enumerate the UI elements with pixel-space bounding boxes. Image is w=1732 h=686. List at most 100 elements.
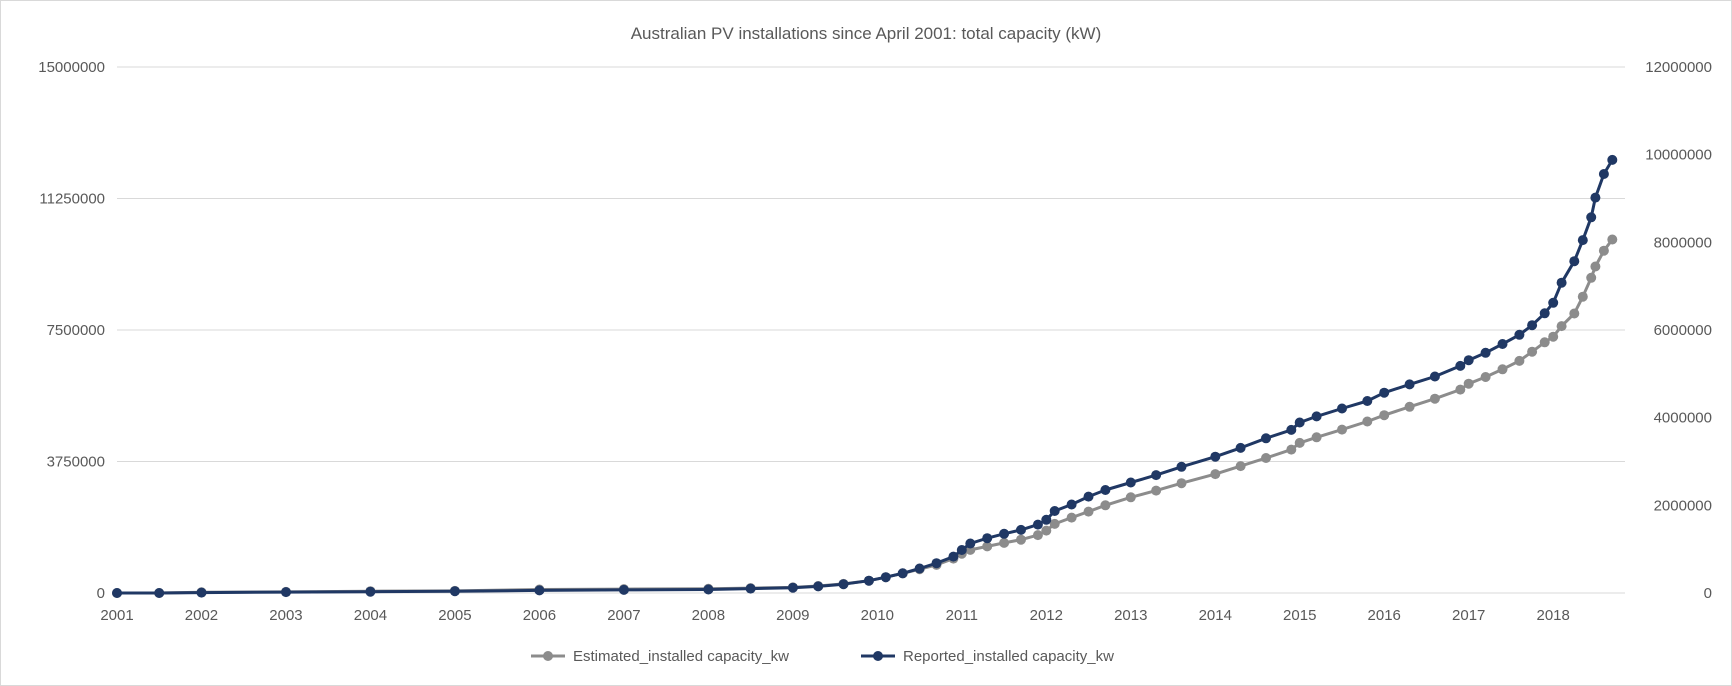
data-point: [1539, 337, 1550, 348]
data-point: [1514, 329, 1525, 340]
data-point: [1151, 485, 1162, 496]
data-point: [1083, 506, 1094, 517]
data-point: [982, 541, 993, 552]
data-point: [1569, 256, 1580, 267]
data-point: [1455, 360, 1466, 371]
data-point: [1016, 534, 1026, 545]
data-point: [1577, 291, 1588, 302]
data-point: [281, 587, 291, 598]
data-point: [999, 537, 1010, 548]
data-point: [1404, 379, 1415, 390]
data-point: [1404, 401, 1415, 412]
x-axis-tick-label: 2007: [607, 607, 640, 624]
data-point: [1497, 339, 1508, 349]
data-point: [1041, 525, 1052, 536]
x-axis-tick-label: 2009: [776, 607, 809, 624]
data-point: [1548, 297, 1559, 308]
x-axis-tick-label: 2012: [1030, 607, 1063, 624]
x-axis-tick-label: 2010: [861, 607, 894, 624]
legend-swatch-marker: [873, 651, 883, 661]
data-point: [897, 568, 908, 579]
right-axis-tick-label: 4000000: [1654, 410, 1712, 427]
data-point: [982, 533, 993, 544]
chart-title: Australian PV installations since April …: [631, 24, 1102, 43]
data-point: [1337, 424, 1347, 435]
data-point: [1176, 478, 1187, 489]
data-point: [1016, 524, 1026, 535]
series-layer: [112, 154, 1618, 598]
x-axis-tick-label: 2001: [100, 607, 133, 624]
x-axis-tick-label: 2013: [1114, 607, 1147, 624]
x-axis-tick-label: 2017: [1452, 607, 1485, 624]
data-point: [1362, 396, 1373, 406]
x-axis-ticks: 2001 2002 2003 2004 2005 2006 2007 2008 2009 2010…: [100, 607, 1570, 624]
legend-item: Estimated_installed capacity_kw: [531, 648, 789, 665]
x-axis-tick-label: 2016: [1368, 607, 1401, 624]
data-point: [1586, 272, 1597, 283]
data-point: [999, 528, 1010, 539]
data-point: [1527, 320, 1538, 331]
data-point: [534, 585, 545, 596]
data-point: [1311, 411, 1322, 422]
x-axis-tick-label: 2006: [523, 607, 556, 624]
data-point: [1548, 331, 1559, 342]
left-axis-tick-label: 15000000: [38, 59, 105, 76]
data-point: [1032, 519, 1043, 530]
data-point: [154, 588, 165, 598]
data-point: [1066, 512, 1077, 523]
data-point: [1598, 169, 1609, 179]
data-point: [914, 563, 925, 574]
data-point: [196, 587, 207, 598]
data-point: [1379, 410, 1390, 421]
data-point: [1235, 461, 1246, 472]
right-axis-tick-label: 8000000: [1654, 234, 1712, 251]
data-point: [1429, 393, 1440, 404]
data-point: [1577, 235, 1588, 246]
data-point: [365, 586, 376, 597]
data-point: [1261, 433, 1271, 444]
data-point: [112, 588, 122, 598]
data-point: [745, 583, 756, 594]
data-point: [1049, 506, 1060, 516]
data-point: [1569, 308, 1580, 319]
legend-label: Estimated_installed capacity_kw: [573, 648, 789, 665]
data-point: [1598, 245, 1609, 256]
series-2: [112, 154, 1618, 598]
data-point: [1480, 372, 1491, 382]
data-point: [1176, 461, 1187, 472]
right-axis-tick-label: 12000000: [1645, 59, 1712, 76]
x-axis-tick-label: 2002: [185, 607, 218, 624]
data-point: [1210, 451, 1221, 462]
x-axis-tick-label: 2004: [354, 607, 387, 624]
data-point: [1497, 364, 1508, 375]
x-axis-tick-label: 2018: [1537, 607, 1570, 624]
data-point: [1032, 530, 1043, 541]
data-point: [1379, 387, 1390, 398]
data-point: [1590, 261, 1601, 272]
data-point: [1556, 321, 1567, 332]
data-point: [1125, 492, 1136, 503]
gridlines: [117, 66, 1625, 594]
data-point: [838, 579, 849, 590]
data-point: [1235, 442, 1246, 453]
legend-item: Reported_installed capacity_kw: [861, 648, 1114, 665]
legend: Estimated_installed capacity_kw Reported_…: [531, 648, 1114, 665]
data-point: [1556, 277, 1567, 288]
left-axis-tick-label: 11250000: [39, 191, 105, 208]
data-point: [1210, 469, 1221, 480]
data-point: [880, 572, 891, 583]
data-point: [618, 584, 629, 595]
data-point: [1527, 346, 1538, 357]
left-axis-tick-label: 0: [97, 585, 105, 602]
data-point: [1294, 437, 1305, 448]
data-point: [1066, 499, 1077, 510]
data-point: [1586, 212, 1597, 223]
data-point: [1590, 192, 1601, 203]
left-axis-tick-label: 3750000: [47, 454, 105, 471]
series-line: [117, 159, 1614, 595]
right-axis-tick-label: 0: [1704, 585, 1712, 602]
x-axis-tick-label: 2005: [438, 607, 471, 624]
data-point: [1286, 444, 1297, 455]
data-point: [1151, 470, 1162, 481]
